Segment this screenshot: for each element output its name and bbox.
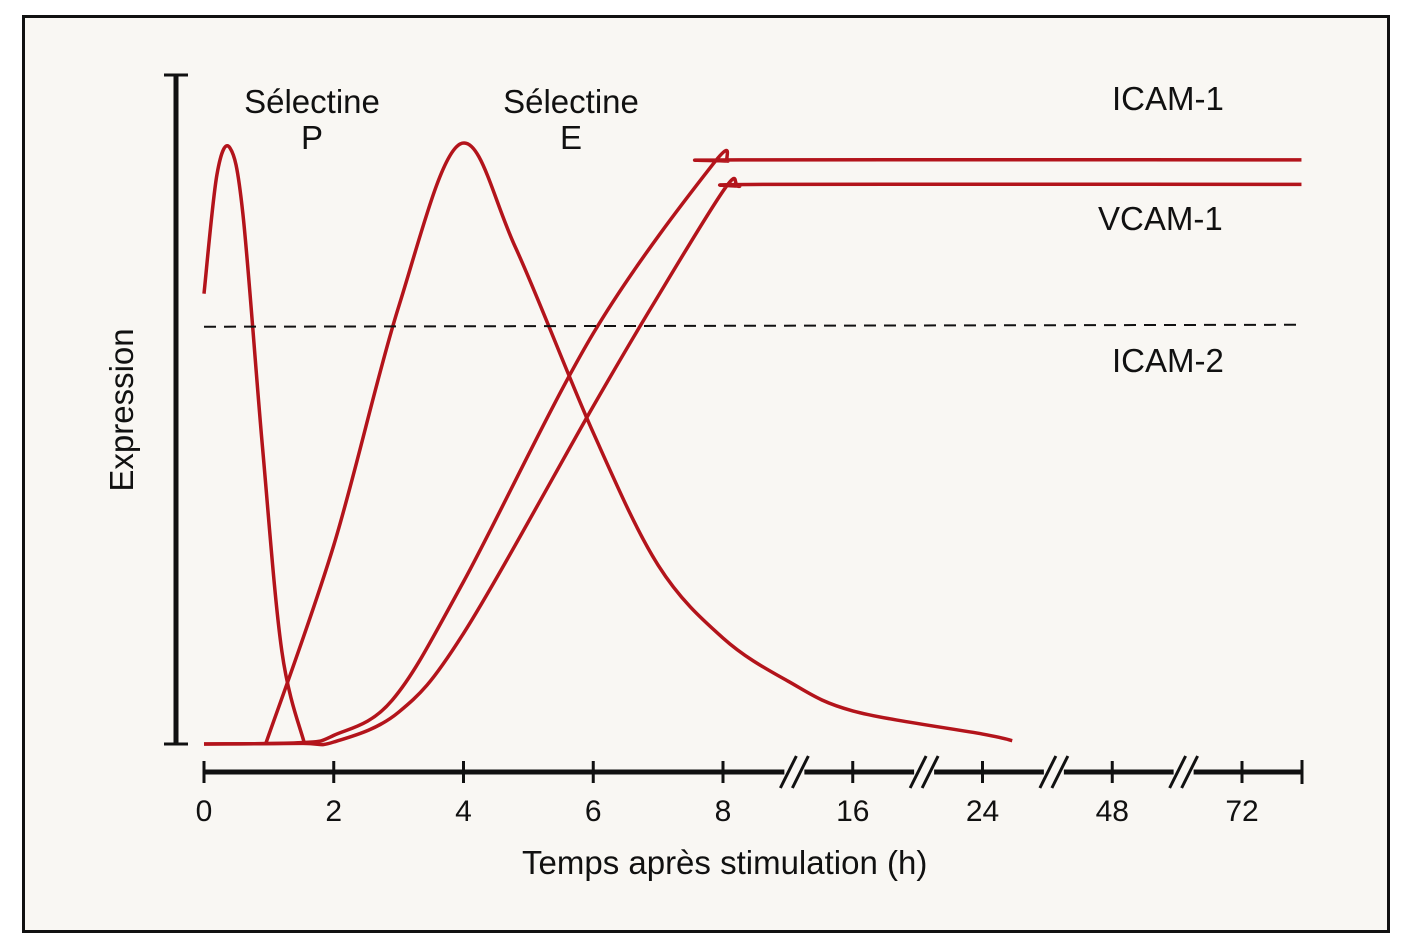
series-line-icam-2 — [203, 323, 1302, 328]
axis-break-mark — [779, 755, 810, 789]
label-selectine-p-line1: Sélectine — [244, 83, 380, 120]
x-tick-label: 48 — [1095, 795, 1129, 828]
axis-break-mark — [1168, 755, 1199, 789]
x-tick-label: 2 — [325, 795, 343, 828]
x-tick-label: 4 — [455, 795, 472, 828]
label-icam-2: ICAM-2 — [1112, 342, 1224, 379]
x-axis-label: Temps après stimulation (h) — [522, 844, 928, 881]
label-vcam-1: VCAM-1 — [1098, 200, 1223, 237]
y-axis-label: Expression — [103, 328, 140, 492]
axis-break-mark — [908, 755, 940, 789]
label-selectine-p-line2: P — [300, 119, 323, 156]
label-selectine-p: Sélectine P — [232, 84, 392, 156]
label-icam-1: ICAM-1 — [1112, 80, 1224, 117]
x-tick-label: 72 — [1225, 795, 1259, 828]
series-line-s-lectine-e — [263, 141, 1013, 745]
series-line-vcam-1 — [203, 176, 1302, 747]
label-selectine-e-line1: Sélectine — [503, 83, 639, 120]
label-selectine-e-line2: E — [559, 119, 582, 156]
series-line-icam-1 — [203, 148, 1302, 746]
label-selectine-e: Sélectine E — [491, 84, 651, 156]
axis-break-mark — [1038, 755, 1070, 789]
x-tick-label: 16 — [836, 795, 870, 828]
chart-frame — [22, 15, 1390, 933]
x-tick-label: 24 — [965, 795, 1000, 828]
x-axis — [202, 755, 1304, 789]
x-tick-label: 0 — [195, 795, 213, 828]
x-tick-label: 6 — [584, 795, 602, 828]
curves — [202, 141, 1302, 747]
x-tick-label: 8 — [714, 795, 732, 828]
series-line-s-lectine-p — [202, 144, 307, 745]
